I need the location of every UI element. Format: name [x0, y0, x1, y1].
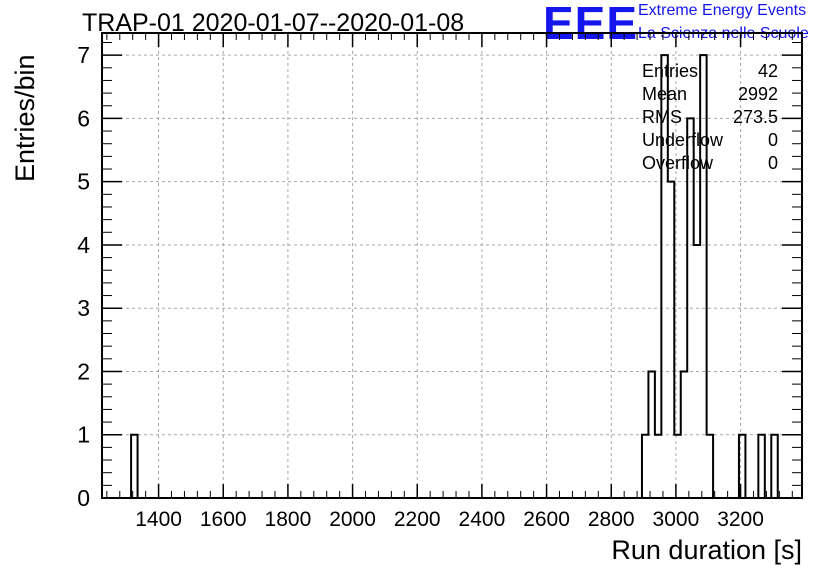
- stats-label: Overflow: [642, 153, 714, 173]
- y-tick-label: 4: [77, 232, 90, 258]
- y-axis-label: Entries/bin: [10, 54, 40, 182]
- histogram-outline: [130, 54, 779, 498]
- y-tick-label: 3: [77, 295, 90, 321]
- x-tick-label: 1400: [135, 508, 182, 531]
- eee-logo: EEE: [543, 0, 639, 49]
- y-tick-label: 7: [77, 42, 90, 68]
- y-tick-label: 5: [77, 169, 90, 195]
- x-tick-label: 1800: [265, 508, 312, 531]
- logo-line-1: Extreme Energy Events: [638, 2, 807, 19]
- x-tick-label: 2000: [329, 508, 376, 531]
- x-tick-label: 3200: [717, 508, 764, 531]
- stats-value: 42: [758, 61, 778, 81]
- x-tick-label: 2200: [394, 508, 441, 531]
- stats-label: Mean: [642, 84, 687, 104]
- stats-value: 273.5: [733, 107, 778, 127]
- stats-label: RMS: [642, 107, 682, 127]
- histogram-bin: [655, 435, 661, 498]
- stats-value: 0: [768, 130, 778, 150]
- x-tick-label: 2600: [523, 508, 570, 531]
- y-tick-label: 6: [77, 105, 90, 131]
- x-axis-label: Run duration [s]: [611, 535, 802, 565]
- x-tick-label: 1600: [200, 508, 247, 531]
- y-tick-label: 1: [77, 422, 90, 448]
- x-tick-label: 3000: [653, 508, 700, 531]
- stats-value: 2992: [738, 84, 778, 104]
- x-tick-label: 2400: [459, 508, 506, 531]
- plot-frame: [101, 32, 803, 499]
- stats-label: Underflow: [642, 130, 724, 150]
- x-tick-label: 2800: [588, 508, 635, 531]
- y-tick-label: 0: [77, 485, 90, 511]
- stats-label: Entries: [642, 61, 698, 81]
- stats-value: 0: [768, 153, 778, 173]
- y-tick-label: 2: [77, 358, 90, 384]
